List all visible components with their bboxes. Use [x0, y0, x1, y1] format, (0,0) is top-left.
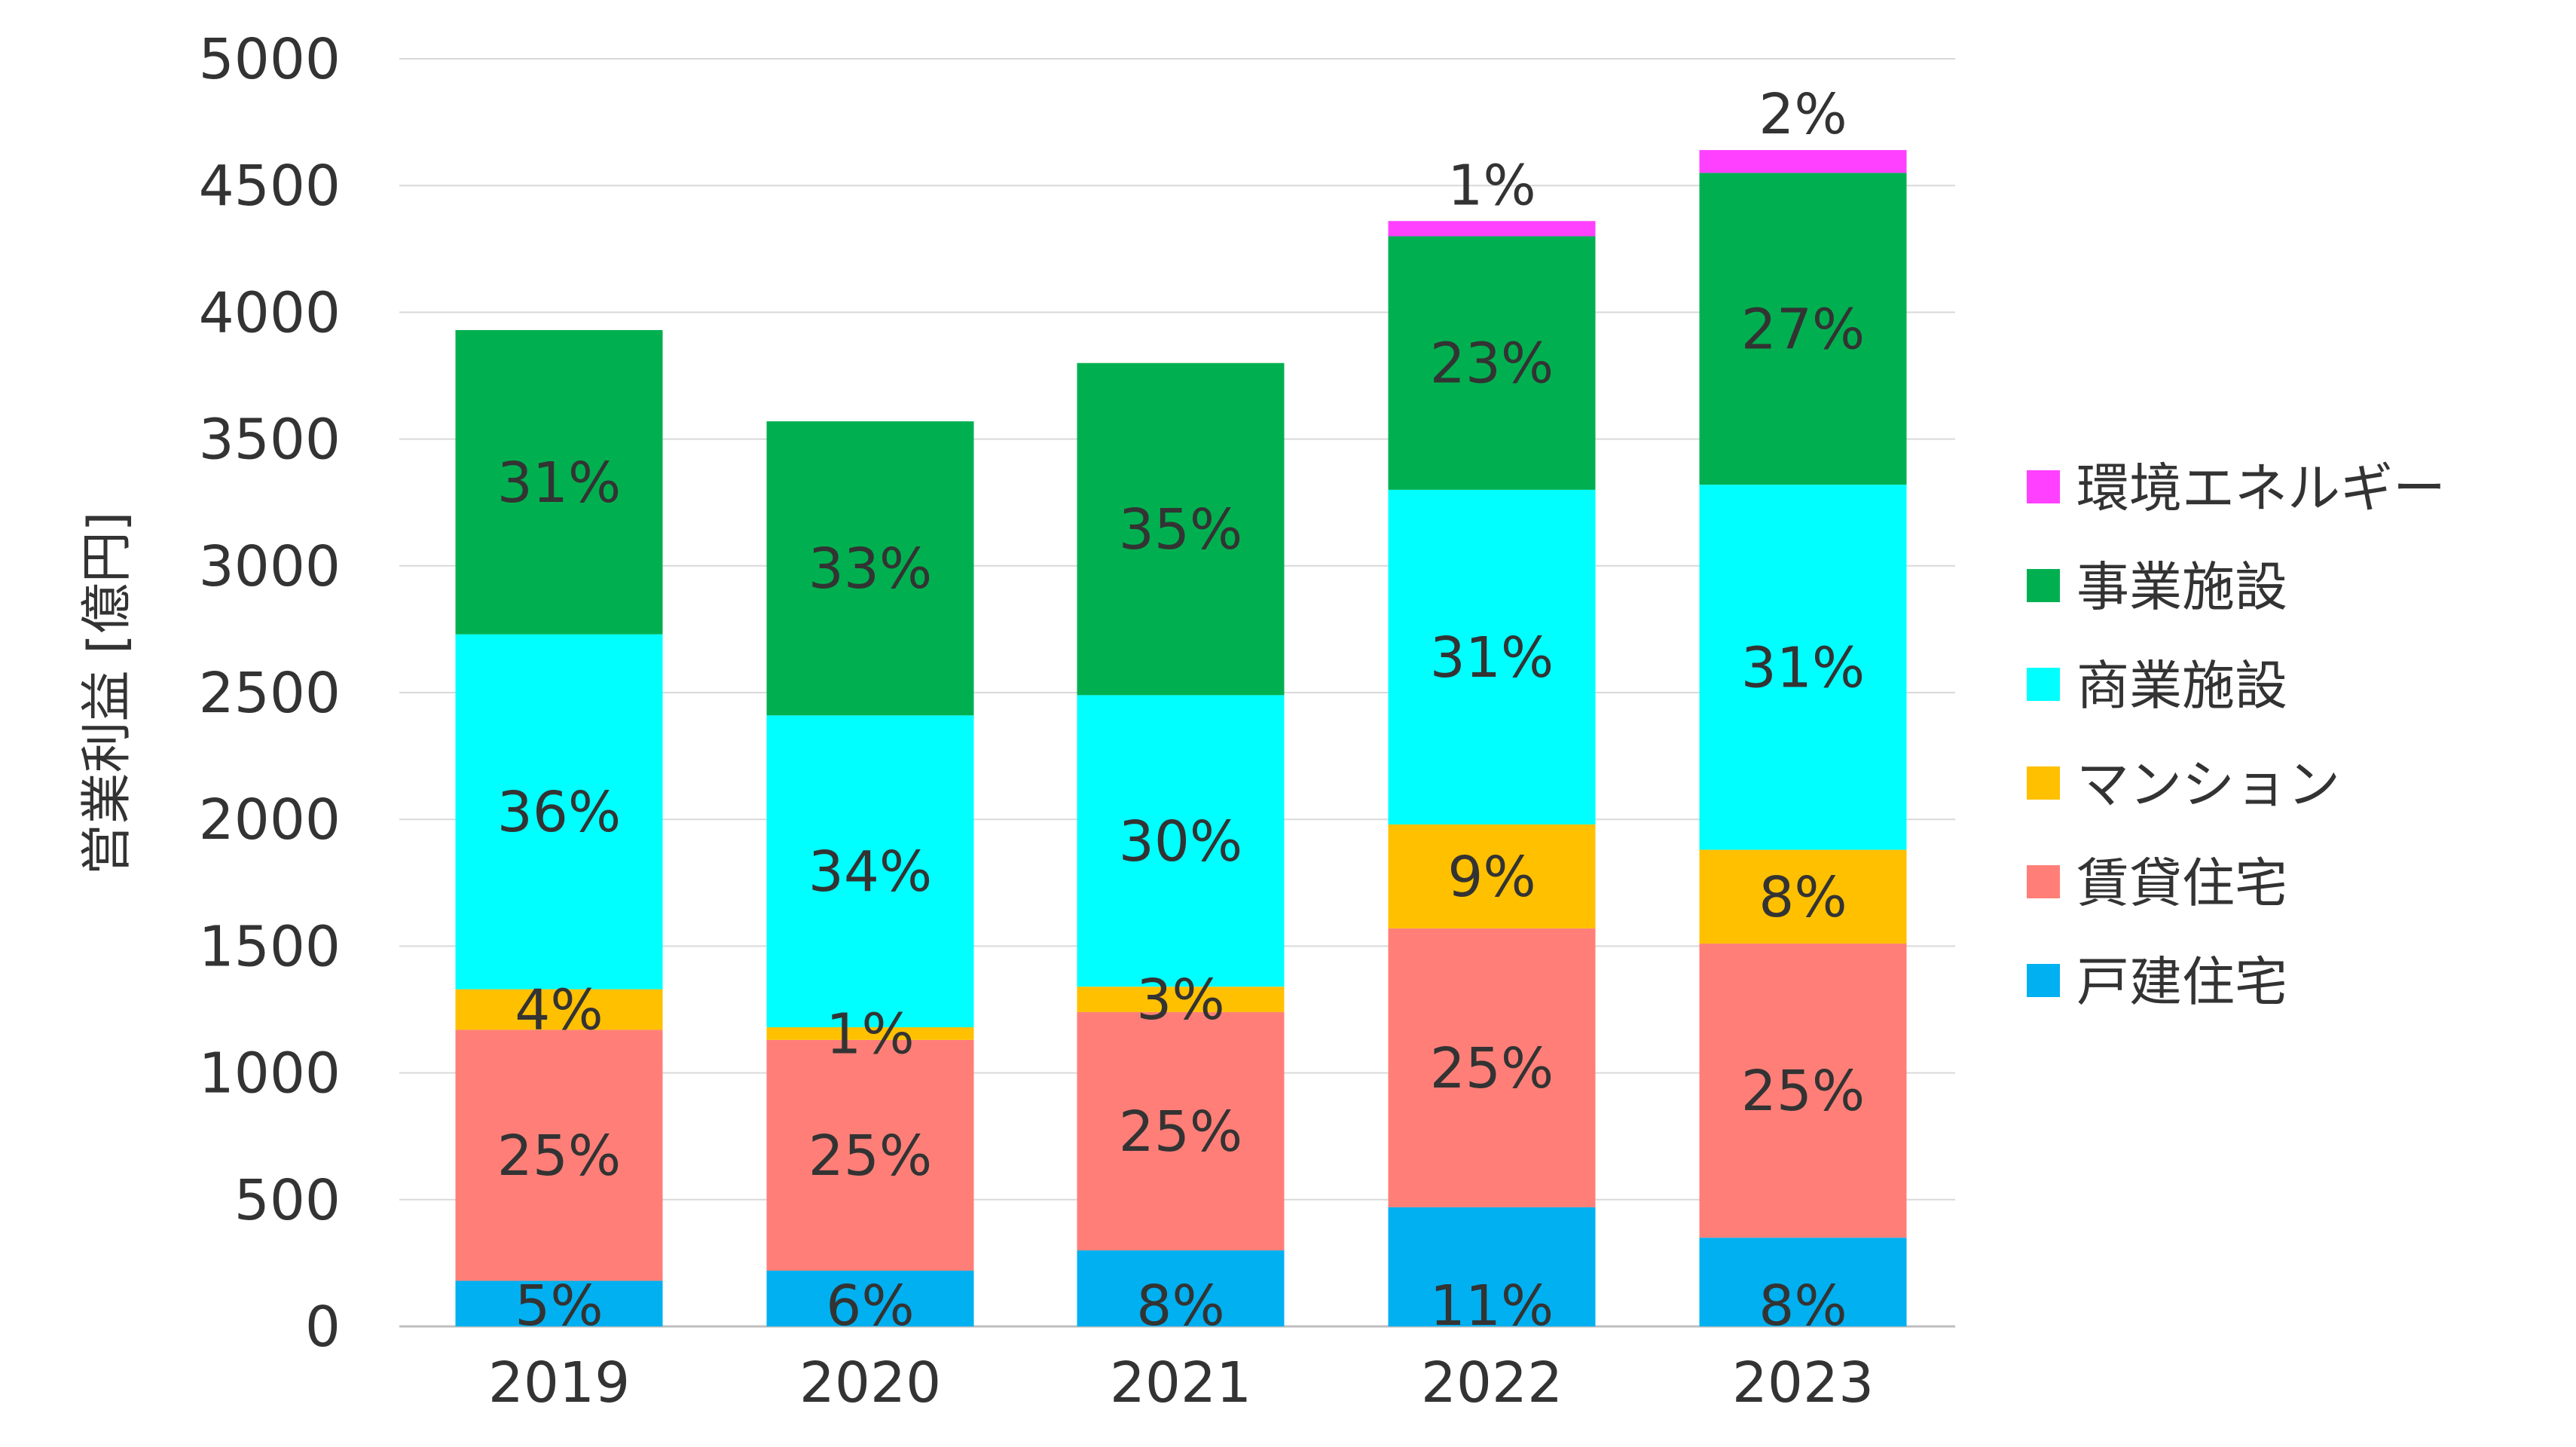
legend-swatch [2027, 470, 2060, 503]
bar-segment [766, 421, 974, 716]
data-label: 25% [808, 1124, 932, 1188]
y-tick-label: 3000 [199, 534, 341, 599]
data-label: 35% [1119, 497, 1242, 562]
bar-segment [1699, 944, 1907, 1238]
data-label: 23% [1430, 332, 1554, 396]
data-label: 5% [515, 1274, 603, 1338]
bar-segment [1388, 928, 1596, 1207]
bar-segment [1699, 1237, 1907, 1326]
data-label: 4% [515, 978, 603, 1043]
bars [455, 150, 1907, 1326]
bar-segment [455, 329, 663, 635]
bar-segment [1077, 987, 1285, 1012]
data-label: 31% [1741, 635, 1865, 700]
legend-label: 戸建住宅 [2076, 951, 2287, 1013]
bar-segment [455, 989, 663, 1030]
bar-segment [1388, 236, 1596, 490]
data-label: 25% [1119, 1100, 1242, 1164]
bar-segment [1388, 489, 1596, 824]
bar-segment [766, 1270, 974, 1326]
bar-segment [455, 1280, 663, 1326]
data-label: 1% [1447, 153, 1536, 218]
x-tick-label: 2019 [488, 1351, 630, 1415]
data-label: 25% [497, 1124, 621, 1188]
data-label: 36% [497, 780, 621, 845]
bar-segment [1077, 695, 1285, 987]
legend-swatch [2027, 569, 2060, 602]
legend-swatch [2027, 668, 2060, 701]
data-label: 8% [1759, 865, 1847, 930]
bar-segment [1077, 1011, 1285, 1251]
data-label: 30% [1119, 809, 1242, 874]
x-tick-label: 2023 [1732, 1351, 1874, 1415]
legend-label: マンション [2076, 754, 2340, 815]
bar-segment [1388, 1207, 1596, 1326]
legend-label: 事業施設 [2076, 556, 2287, 618]
data-label: 27% [1741, 297, 1865, 362]
bar-segment [1699, 173, 1907, 485]
y-tick-label: 5000 [199, 27, 341, 92]
legend-label: 商業施設 [2076, 655, 2287, 717]
data-label: 25% [1430, 1036, 1554, 1101]
y-tick-label: 1000 [199, 1042, 341, 1106]
data-label: 31% [497, 451, 621, 515]
data-label: 8% [1759, 1274, 1847, 1338]
bar-segment [1077, 1250, 1285, 1326]
data-label: 3% [1136, 968, 1224, 1032]
bar-segment [455, 1029, 663, 1281]
y-tick-label: 2500 [199, 661, 341, 726]
x-tick-label: 2020 [799, 1351, 941, 1415]
bar-segment [766, 715, 974, 1028]
bar-segment [766, 1027, 974, 1040]
data-label: 8% [1136, 1274, 1224, 1338]
y-axis-label: 営業利益 [億円] [78, 512, 137, 876]
legend-swatch [2027, 964, 2060, 997]
x-axis-ticks: 2019 2020 2021 2022 2023 [488, 1351, 1874, 1415]
bar-segment [1388, 824, 1596, 928]
bar-segment [766, 1039, 974, 1271]
bar-segment [1699, 150, 1907, 173]
data-label: 6% [826, 1274, 914, 1338]
legend-label: 環境エネルギー [2076, 457, 2446, 519]
x-tick-label: 2022 [1421, 1351, 1563, 1415]
bar-segment [1699, 485, 1907, 850]
y-tick-label: 0 [305, 1295, 341, 1360]
data-label: 11% [1430, 1274, 1554, 1338]
y-axis-ticks: 0 500 1000 1500 2000 2500 3000 3500 4000 4500 5000 [199, 27, 341, 1360]
y-tick-label: 4500 [199, 154, 341, 219]
y-tick-label: 2000 [199, 788, 341, 852]
bar-segment [1388, 221, 1596, 237]
bar-segment [1699, 849, 1907, 944]
data-label: 9% [1447, 845, 1536, 910]
data-labels: 5% 25% 4% 36% 31% 6% 25% 1% 34% 33% 8% 25% 3% 30% 35% 1… [497, 82, 1865, 1338]
data-label: 31% [1430, 626, 1554, 690]
bar-segment [1077, 363, 1285, 696]
legend-swatch [2027, 865, 2060, 898]
data-label: 1% [826, 1002, 914, 1066]
y-tick-label: 1500 [199, 914, 341, 979]
bar-segment [455, 634, 663, 990]
legend-label: 賃貸住宅 [2076, 852, 2287, 914]
data-label: 34% [808, 840, 932, 904]
y-tick-label: 4000 [199, 280, 341, 345]
x-tick-label: 2021 [1110, 1351, 1251, 1415]
legend-swatch [2027, 766, 2060, 800]
data-label: 2% [1759, 82, 1847, 147]
data-label: 33% [808, 537, 932, 601]
data-label: 25% [1741, 1059, 1865, 1124]
y-tick-label: 3500 [199, 408, 341, 473]
y-tick-label: 500 [234, 1168, 341, 1233]
